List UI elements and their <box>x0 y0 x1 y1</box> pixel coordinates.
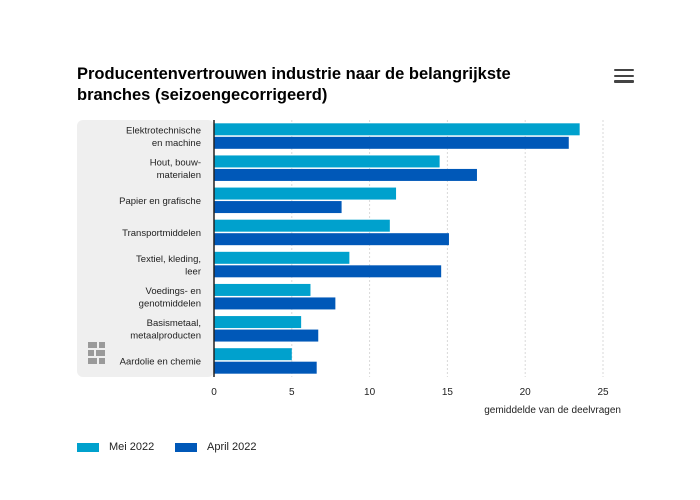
hamburger-menu-icon[interactable] <box>614 69 634 87</box>
bar-april <box>214 329 319 342</box>
category-label: Voedings- en <box>146 286 201 297</box>
bar-april <box>214 136 569 149</box>
category-label: Textiel, kleding, <box>136 254 201 265</box>
bar-april <box>214 297 336 310</box>
category-label: Basismetaal, <box>147 318 201 329</box>
x-tick-label: 10 <box>364 387 376 398</box>
bar-april <box>214 361 317 374</box>
x-tick-label: 20 <box>520 387 532 398</box>
legend-item-april[interactable]: April 2022 <box>175 441 257 453</box>
legend-label-mei: Mei 2022 <box>109 441 155 453</box>
chart-title: Producentenvertrouwen industrie naar de … <box>77 65 511 104</box>
category-label: materialen <box>157 170 201 181</box>
bar-mei <box>214 283 311 296</box>
x-tick-label: 0 <box>211 387 217 398</box>
bar-mei <box>214 123 580 136</box>
category-label: metaalproducten <box>130 331 201 342</box>
category-label: Elektrotechnische <box>126 125 201 136</box>
bar-mei <box>214 251 350 264</box>
cbs-logo-icon <box>88 342 105 364</box>
legend-swatch-mei <box>77 442 99 452</box>
category-label: en machine <box>152 138 201 149</box>
bar-april <box>214 233 449 246</box>
x-axis-label: gemiddelde van de deelvragen <box>484 405 621 416</box>
bar-april <box>214 201 342 214</box>
category-label: Transportmiddelen <box>122 228 201 239</box>
x-tick-label: 25 <box>597 387 609 398</box>
bar-mei <box>214 187 397 200</box>
legend-label-april: April 2022 <box>207 441 257 453</box>
bar-mei <box>214 155 440 168</box>
legend-item-mei[interactable]: Mei 2022 <box>77 441 154 453</box>
category-label: Hout, bouw- <box>150 157 201 168</box>
bar-april <box>214 265 442 278</box>
category-label: Papier en grafische <box>119 196 201 207</box>
bar-mei <box>214 219 390 232</box>
bar-april <box>214 168 477 181</box>
x-tick-label: 5 <box>289 387 295 398</box>
category-label: leer <box>185 266 201 277</box>
x-tick-label: 15 <box>442 387 454 398</box>
category-panel <box>77 120 214 377</box>
bar-mei <box>214 316 302 329</box>
legend-swatch-april <box>175 442 197 452</box>
category-label: genotmiddelen <box>139 298 201 309</box>
category-label: Aardolie en chemie <box>120 356 201 367</box>
bar-mei <box>214 348 292 361</box>
